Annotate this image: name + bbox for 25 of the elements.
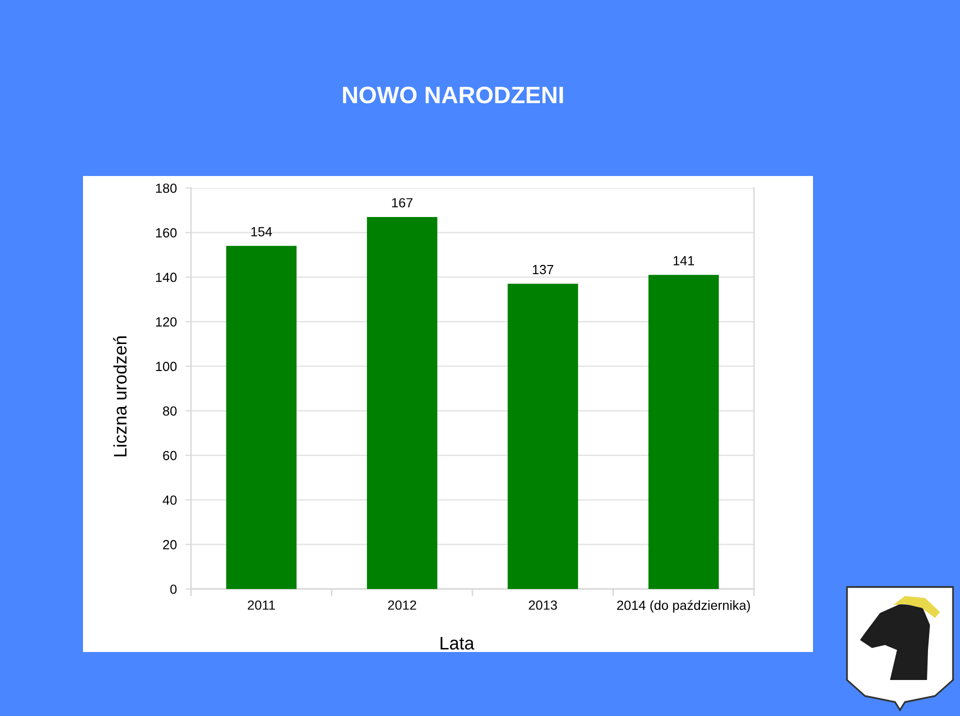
y-tick-label: 160 xyxy=(156,228,177,238)
y-tick-label: 120 xyxy=(156,317,177,327)
bar xyxy=(648,274,719,589)
y-tick-label: 40 xyxy=(162,495,177,505)
y-tick-label: 0 xyxy=(170,584,177,594)
data-label: 141 xyxy=(674,256,694,266)
y-tick-label: 20 xyxy=(163,540,177,550)
x-tick-label: 2012 xyxy=(388,600,416,610)
y-tick-label: 180 xyxy=(156,184,177,193)
bar xyxy=(366,216,438,589)
data-label: 167 xyxy=(392,198,412,208)
y-tick-label: 80 xyxy=(163,406,177,416)
y-tick-label: 140 xyxy=(156,272,177,282)
x-tick-label: 2013 xyxy=(528,600,557,610)
data-label: 137 xyxy=(532,264,554,274)
data-label: 154 xyxy=(251,227,272,236)
y-axis-title: Liczna urodzeń xyxy=(113,336,127,456)
x-tick-label: 2014 (do października) xyxy=(617,600,750,613)
y-tick-label: 100 xyxy=(156,362,177,372)
chart-title: NOWO NARODZENI xyxy=(343,86,563,104)
bar xyxy=(226,246,297,589)
bar xyxy=(508,284,578,589)
x-tick-label: 2011 xyxy=(248,600,275,610)
x-axis-title: Lata xyxy=(440,636,474,650)
y-tick-label: 60 xyxy=(163,450,177,460)
